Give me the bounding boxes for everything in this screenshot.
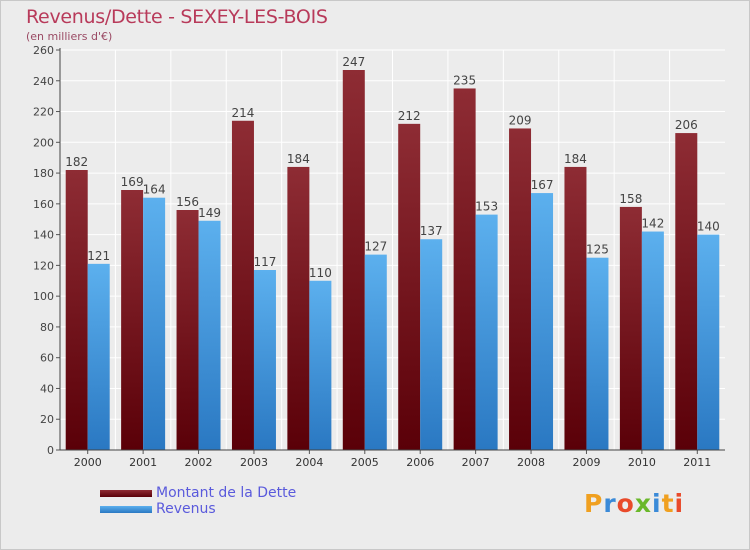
x-tick-label: 2006 xyxy=(406,456,434,469)
chart-subtitle: (en milliers d'€) xyxy=(26,30,113,43)
y-tick-label: 20 xyxy=(40,413,54,426)
legend-item-debt: Montant de la Dette xyxy=(100,485,296,501)
y-tick-label: 260 xyxy=(33,44,54,57)
x-tick-label: 2010 xyxy=(628,456,656,469)
data-label-revenus: 121 xyxy=(87,249,110,263)
data-label-debt: 184 xyxy=(287,152,310,166)
y-tick-label: 140 xyxy=(33,229,54,242)
bar-debt xyxy=(121,190,144,450)
proxiti-logo: Proxiti xyxy=(584,489,684,518)
legend-swatch-debt xyxy=(100,489,152,497)
logo-letter: i xyxy=(674,489,685,518)
legend-swatch-revenus xyxy=(100,505,152,513)
logo-letter: i xyxy=(652,489,662,518)
bar-revenus xyxy=(198,220,221,450)
data-label-debt: 182 xyxy=(65,155,88,169)
y-tick-label: 240 xyxy=(33,75,54,88)
data-label-revenus: 137 xyxy=(420,224,443,238)
logo-letter: r xyxy=(603,489,617,518)
bar-revenus xyxy=(87,263,110,450)
x-tick-label: 2007 xyxy=(462,456,490,469)
bar-debt xyxy=(65,170,88,450)
y-tick-label: 0 xyxy=(47,444,54,457)
data-label-debt: 169 xyxy=(121,175,144,189)
bar-revenus xyxy=(641,231,664,450)
data-label-revenus: 164 xyxy=(143,183,166,197)
bar-revenus xyxy=(143,197,166,450)
y-tick-label: 60 xyxy=(40,352,54,365)
y-tick-label: 120 xyxy=(33,259,54,272)
data-label-debt: 212 xyxy=(398,109,421,123)
x-tick-label: 2002 xyxy=(185,456,213,469)
bar-revenus xyxy=(309,280,332,450)
y-tick-label: 40 xyxy=(40,382,54,395)
x-tick-label: 2004 xyxy=(295,456,323,469)
bar-debt xyxy=(619,206,642,450)
legend: Montant de la Dette Revenus xyxy=(100,485,296,517)
y-tick-label: 160 xyxy=(33,198,54,211)
x-tick-label: 2009 xyxy=(572,456,600,469)
data-label-revenus: 153 xyxy=(475,200,498,214)
bar-debt xyxy=(675,133,698,451)
data-label-debt: 214 xyxy=(232,106,255,120)
x-tick-label: 2003 xyxy=(240,456,268,469)
logo-letter: t xyxy=(661,489,675,518)
bar-revenus xyxy=(364,254,387,450)
data-label-revenus: 125 xyxy=(586,243,609,257)
x-tick-label: 2000 xyxy=(74,456,102,469)
logo-letter: o xyxy=(616,489,635,518)
y-tick-label: 80 xyxy=(40,321,54,334)
data-label-revenus: 142 xyxy=(641,217,664,231)
bar-revenus xyxy=(475,214,498,450)
bar-revenus xyxy=(420,239,443,450)
legend-label-revenus: Revenus xyxy=(156,501,216,517)
data-label-debt: 209 xyxy=(509,113,532,127)
legend-item-revenus: Revenus xyxy=(100,501,296,517)
legend-label-debt: Montant de la Dette xyxy=(156,485,297,501)
data-label-debt: 158 xyxy=(619,192,642,206)
x-tick-label: 2008 xyxy=(517,456,545,469)
data-label-debt: 184 xyxy=(564,152,587,166)
bar-debt xyxy=(342,70,365,450)
data-label-debt: 156 xyxy=(176,195,199,209)
bar-debt xyxy=(509,128,532,450)
bar-revenus xyxy=(531,193,554,451)
bar-revenus xyxy=(586,257,609,450)
axes: 0 20 40 60 80 100 120 140 160 180 200 220 240 260 2000… xyxy=(33,44,725,469)
y-tick-label: 180 xyxy=(33,167,54,180)
chart-title: Revenus/Dette - SEXEY-LES-BOIS xyxy=(26,6,328,28)
data-label-revenus: 167 xyxy=(531,178,554,192)
logo-letter: P xyxy=(584,489,604,518)
bar-debt xyxy=(176,210,199,450)
y-tick-label: 200 xyxy=(33,136,54,149)
bars xyxy=(65,70,720,451)
data-label-revenus: 110 xyxy=(309,266,332,280)
x-tick-label: 2005 xyxy=(351,456,379,469)
data-label-debt: 235 xyxy=(453,73,476,87)
bar-debt xyxy=(287,166,310,450)
bar-revenus xyxy=(697,234,720,450)
data-label-revenus: 140 xyxy=(697,220,720,234)
data-label-revenus: 117 xyxy=(254,255,277,269)
y-tick-label: 220 xyxy=(33,106,54,119)
bar-revenus xyxy=(253,270,276,450)
logo-letter: x xyxy=(634,489,652,518)
data-label-debt: 206 xyxy=(675,118,698,132)
data-label-debt: 247 xyxy=(342,55,365,69)
bar-debt xyxy=(453,88,476,450)
bar-debt xyxy=(231,120,254,451)
data-label-revenus: 149 xyxy=(198,206,221,220)
data-label-revenus: 127 xyxy=(364,240,387,254)
x-tick-label: 2001 xyxy=(129,456,157,469)
x-tick-label: 2011 xyxy=(683,456,711,469)
bar-debt xyxy=(398,123,421,450)
bar-debt xyxy=(564,166,587,450)
y-tick-label: 100 xyxy=(33,290,54,303)
grid-lines xyxy=(60,49,725,450)
